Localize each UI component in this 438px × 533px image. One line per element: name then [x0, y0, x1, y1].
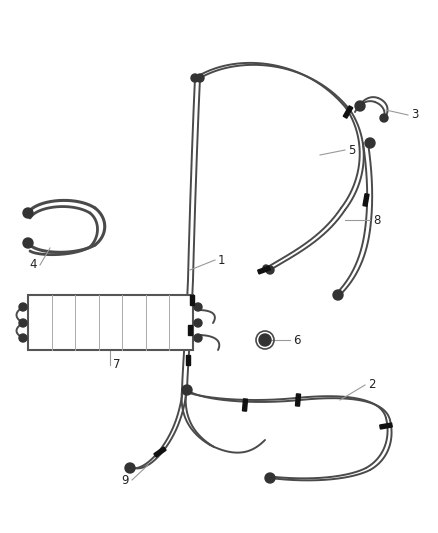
- Text: 6: 6: [293, 334, 300, 346]
- Circle shape: [265, 473, 275, 483]
- Circle shape: [194, 303, 202, 311]
- Text: 4: 4: [29, 259, 37, 271]
- Bar: [343, 106, 353, 118]
- Circle shape: [194, 319, 202, 327]
- Text: 8: 8: [373, 214, 380, 227]
- Bar: [380, 423, 392, 429]
- Circle shape: [182, 385, 192, 395]
- Circle shape: [23, 208, 33, 218]
- Circle shape: [365, 138, 375, 148]
- Text: 1: 1: [218, 254, 226, 266]
- Circle shape: [19, 334, 27, 342]
- Circle shape: [19, 303, 27, 311]
- Circle shape: [380, 114, 388, 122]
- Bar: [363, 193, 369, 206]
- Bar: [296, 394, 300, 406]
- Circle shape: [19, 319, 27, 327]
- Circle shape: [194, 334, 202, 342]
- Circle shape: [259, 334, 271, 346]
- Circle shape: [263, 265, 269, 271]
- Circle shape: [196, 74, 204, 82]
- Circle shape: [191, 74, 199, 82]
- Bar: [28, 295, 193, 350]
- Bar: [243, 399, 247, 411]
- Text: 3: 3: [411, 109, 418, 122]
- Circle shape: [23, 238, 33, 248]
- Text: 5: 5: [348, 143, 355, 157]
- Circle shape: [266, 266, 274, 274]
- Bar: [154, 447, 166, 457]
- Bar: [186, 355, 190, 365]
- Bar: [258, 266, 270, 274]
- Circle shape: [125, 463, 135, 473]
- Circle shape: [333, 290, 343, 300]
- Text: 7: 7: [113, 359, 120, 372]
- Bar: [188, 325, 192, 335]
- Text: 9: 9: [121, 473, 129, 487]
- Text: 2: 2: [368, 378, 375, 392]
- Bar: [190, 295, 194, 305]
- Circle shape: [355, 101, 365, 111]
